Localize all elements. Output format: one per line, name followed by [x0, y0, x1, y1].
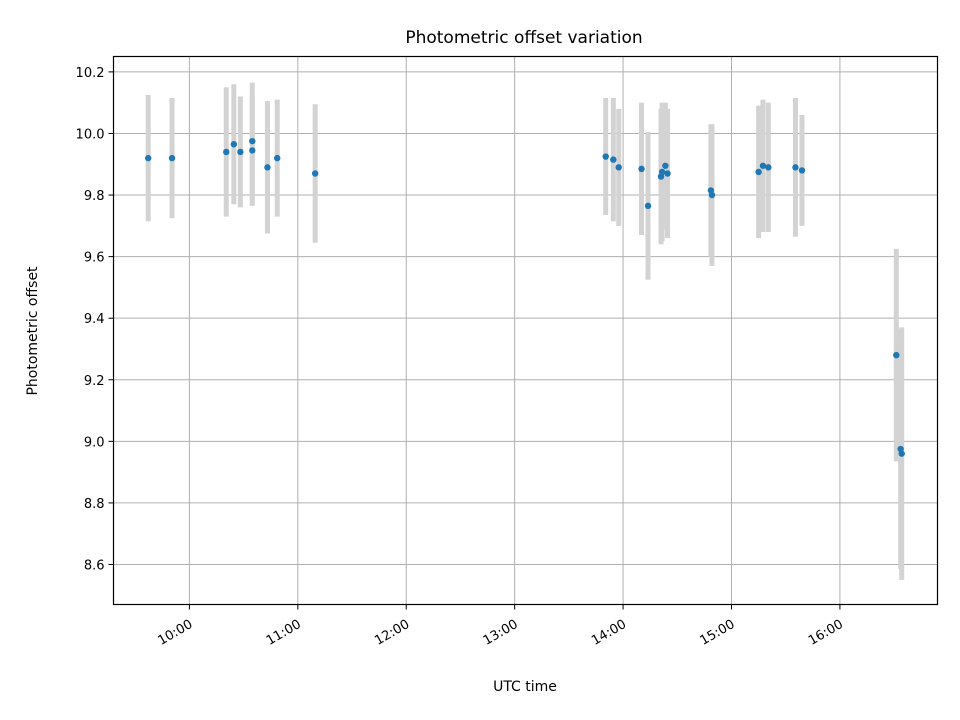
data-point [755, 168, 762, 176]
x-tick-label: 14:00 [589, 617, 629, 649]
data-point [274, 154, 281, 162]
data-point [249, 147, 256, 154]
error-bars [145, 82, 905, 580]
plot-frame [112, 55, 939, 606]
x-axis-title: UTC time [493, 679, 557, 695]
x-tick-label: 13:00 [481, 617, 521, 649]
data-point [898, 450, 905, 457]
x-tick-label: 10:00 [155, 617, 195, 649]
y-tick-label: 8.8 [84, 497, 105, 512]
data-point [264, 164, 271, 171]
chart-title: Photometric offset variation [405, 28, 642, 48]
data-point [798, 167, 806, 174]
data-point [708, 191, 716, 199]
y-tick-label: 9.0 [84, 435, 105, 450]
x-tick-label: 16:00 [806, 617, 846, 649]
data-point [230, 141, 238, 148]
data-point [658, 168, 666, 176]
data-point [792, 164, 799, 171]
x-tick-label: 12:00 [372, 617, 412, 649]
data-point [249, 137, 256, 145]
axis-ticks: 10:00 11:00 12:00 13:00 14:00 15:00 16:00 8.6 8.… [76, 66, 846, 649]
data-point [615, 164, 622, 171]
y-axis-title: Photometric offset [25, 266, 41, 396]
y-tick-label: 9.8 [84, 189, 105, 204]
data-point [223, 148, 230, 156]
data-point [893, 351, 900, 359]
x-tick-label: 11:00 [264, 617, 304, 649]
data-point [644, 202, 652, 210]
data-point [311, 170, 319, 177]
y-tick-label: 9.6 [84, 251, 105, 266]
y-tick-label: 9.4 [84, 312, 105, 327]
data-point [237, 148, 244, 156]
x-tick-label: 15:00 [698, 617, 738, 649]
data-point [664, 170, 671, 177]
data-points [144, 137, 905, 457]
y-tick-label: 10.0 [76, 127, 105, 142]
data-point [144, 154, 152, 162]
data-point [610, 156, 617, 163]
data-point [759, 162, 767, 169]
data-point [638, 165, 645, 173]
y-tick-label: 10.2 [76, 66, 105, 81]
y-tick-label: 8.6 [84, 558, 105, 573]
grid-lines [113, 56, 938, 605]
data-point [602, 153, 609, 160]
data-point [168, 154, 176, 162]
data-point [765, 164, 772, 171]
y-tick-label: 9.2 [84, 374, 105, 389]
data-point [662, 162, 669, 169]
